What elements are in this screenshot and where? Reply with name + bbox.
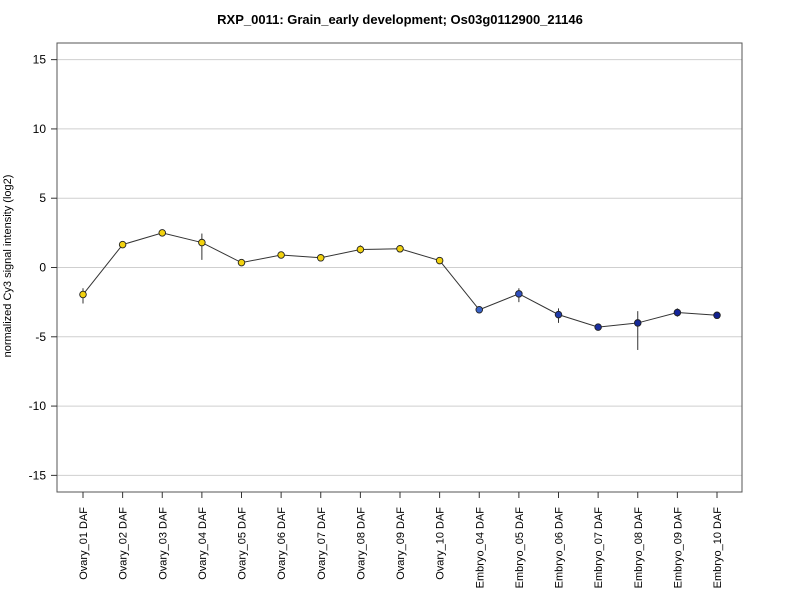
x-tick-label: Ovary_05 DAF <box>237 507 249 580</box>
y-tick-label: -10 <box>29 399 47 413</box>
x-tick-label: Embryo_05 DAF <box>514 507 526 589</box>
x-tick-label: Embryo_04 DAF <box>474 507 486 589</box>
y-tick-label: 10 <box>33 122 47 136</box>
x-tick-label: Embryo_09 DAF <box>672 507 684 589</box>
x-tick-label: Ovary_07 DAF <box>316 507 328 580</box>
x-tick-label: Ovary_09 DAF <box>395 507 407 580</box>
data-point <box>317 254 325 262</box>
data-point <box>277 251 285 259</box>
data-point <box>396 245 404 253</box>
x-tick-label: Embryo_06 DAF <box>554 507 566 589</box>
x-tick-label: Ovary_10 DAF <box>435 507 447 580</box>
data-point <box>554 310 563 319</box>
x-axis: Ovary_01 DAF Ovary_02 DAF Ovary_03 DAF Ovar… <box>78 492 724 588</box>
y-tick-label: -5 <box>35 330 46 344</box>
data-point <box>158 229 166 237</box>
x-tick-label: Ovary_06 DAF <box>276 507 288 580</box>
data-point <box>594 323 602 331</box>
x-tick-label: Embryo_10 DAF <box>712 507 724 589</box>
x-tick-label: Ovary_08 DAF <box>355 507 367 580</box>
x-tick-label: Ovary_03 DAF <box>157 507 169 580</box>
data-point <box>356 245 365 254</box>
data-point <box>475 306 484 314</box>
data-point <box>713 311 721 320</box>
data-series <box>79 229 721 350</box>
y-tick-label: 5 <box>39 191 46 205</box>
x-tick-label: Ovary_02 DAF <box>118 507 130 580</box>
y-axis: 15 10 5 0 -5 -10 -15 <box>29 53 57 482</box>
data-point <box>237 258 246 267</box>
data-point <box>118 240 127 249</box>
data-point <box>79 290 87 299</box>
data-point <box>435 256 444 265</box>
x-tick-label: Ovary_04 DAF <box>197 507 209 580</box>
x-tick-label: Ovary_01 DAF <box>78 507 90 580</box>
data-point <box>198 238 206 247</box>
data-point <box>634 319 642 327</box>
chart-title: RXP_0011: Grain_early development; Os03g… <box>217 12 583 27</box>
x-tick-label: Embryo_08 DAF <box>633 507 645 589</box>
y-tick-label: 0 <box>39 261 46 275</box>
data-point <box>515 290 523 298</box>
data-point <box>673 308 682 317</box>
y-tick-label: 15 <box>33 53 47 67</box>
gridlines <box>57 59 742 476</box>
y-tick-label: -15 <box>29 468 47 482</box>
x-tick-label: Embryo_07 DAF <box>593 507 605 589</box>
